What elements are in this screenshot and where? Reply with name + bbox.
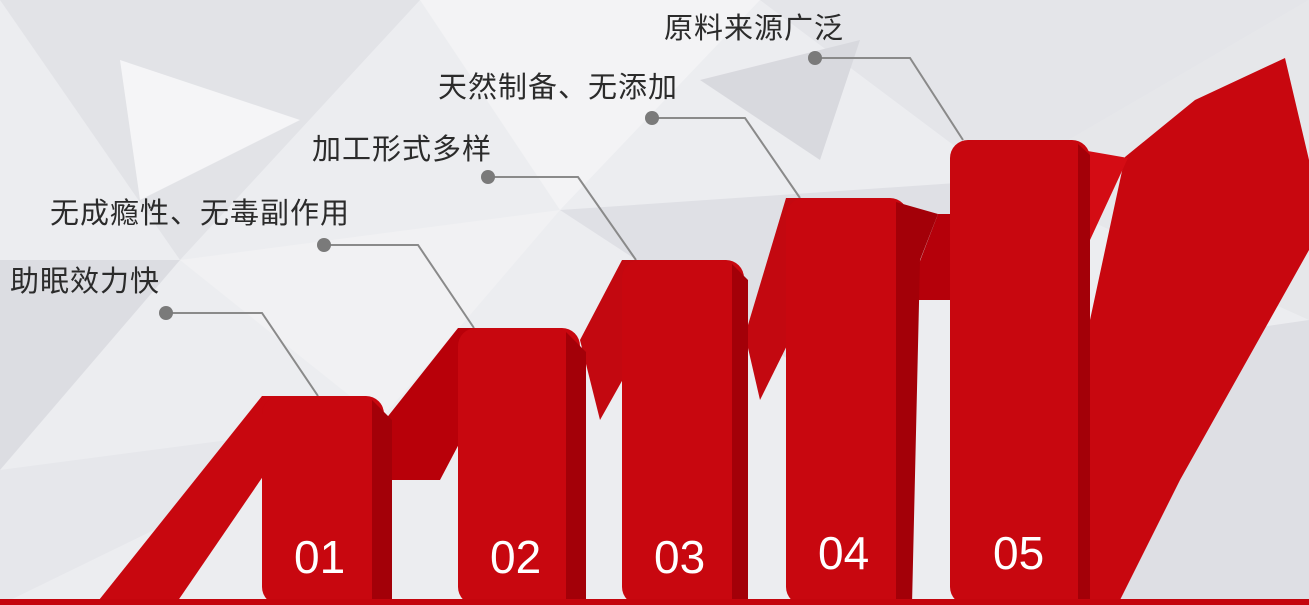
connector-line-01 xyxy=(166,312,319,397)
step-block-04 xyxy=(786,198,908,605)
block-fold-04 xyxy=(896,202,938,605)
ribbon-arrow xyxy=(1050,58,1309,600)
connector-line-04 xyxy=(652,117,801,199)
connector-dot-04 xyxy=(645,111,659,125)
step-label-04: 天然制备、无添加 xyxy=(438,70,679,104)
connector-dot-05 xyxy=(808,51,822,65)
step-label-02: 无成瘾性、无毒副作用 xyxy=(50,196,351,230)
block-fold-05 xyxy=(1078,144,1090,605)
block-fold-03 xyxy=(732,264,748,605)
step-block-05 xyxy=(950,140,1090,605)
step-label-01: 助眠效力快 xyxy=(10,264,161,298)
step-number-02: 02 xyxy=(490,531,542,583)
step-block-02 xyxy=(458,328,580,605)
connector-line-03 xyxy=(488,176,637,261)
step-label-03: 加工形式多样 xyxy=(312,132,493,166)
step-number-03: 03 xyxy=(654,531,706,583)
block-fold-01 xyxy=(372,400,392,605)
connector-line-05 xyxy=(815,57,964,141)
connector-dot-01 xyxy=(159,306,173,320)
connector-dot-02 xyxy=(317,238,331,252)
connector-dot-03 xyxy=(481,170,495,184)
step-number-04: 04 xyxy=(818,527,870,579)
block-fold-02 xyxy=(566,332,586,605)
step-number-01: 01 xyxy=(294,531,346,583)
step-block-01 xyxy=(262,396,384,605)
step-number-05: 05 xyxy=(993,527,1045,579)
step-block-03 xyxy=(622,260,744,605)
ribbon-arrow-fold xyxy=(1082,150,1128,240)
connector-line-02 xyxy=(324,244,475,329)
bottom-accent-line xyxy=(0,599,1309,605)
step-label-05: 原料来源广泛 xyxy=(664,11,845,45)
